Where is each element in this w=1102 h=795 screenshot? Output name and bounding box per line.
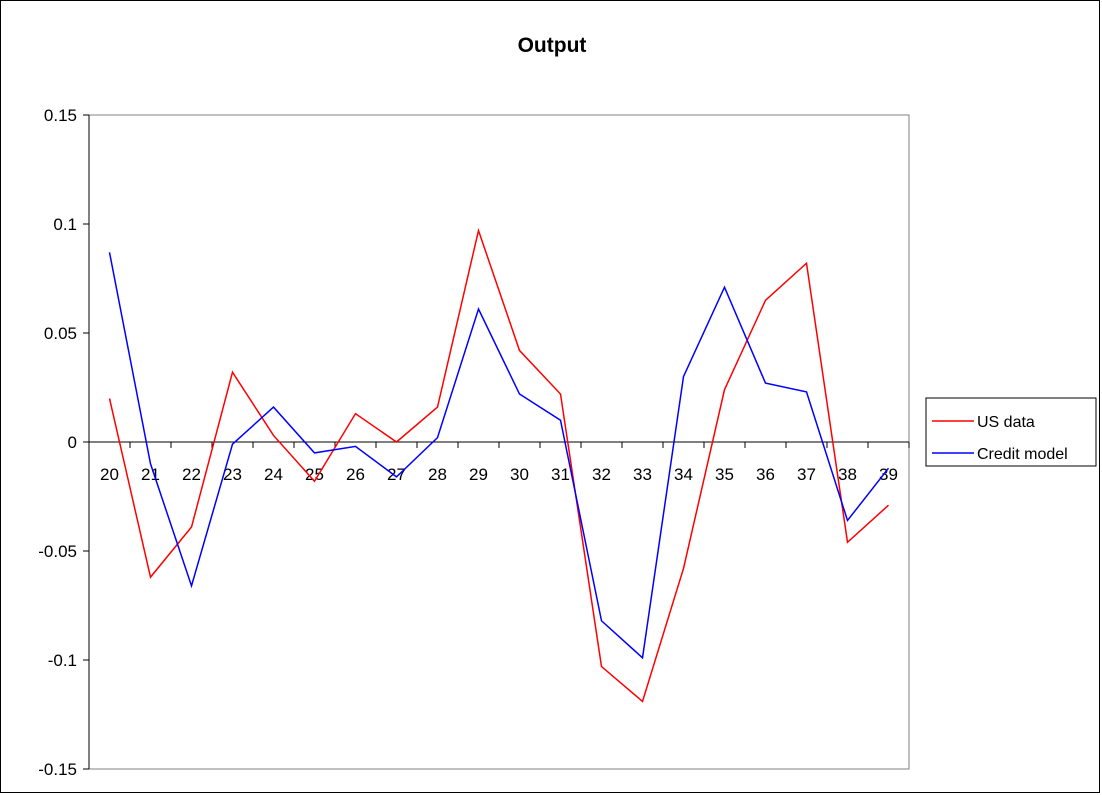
x-tick-label: 29 <box>469 465 488 484</box>
series-line-us-data <box>108 227 890 703</box>
x-tick-label: 38 <box>838 465 857 484</box>
legend-box <box>925 397 1097 467</box>
x-tick-label: 30 <box>510 465 529 484</box>
y-tick-label: 0.15 <box>44 106 77 125</box>
y-tick-label: -0.15 <box>38 760 77 779</box>
x-tick-label: 27 <box>387 465 406 484</box>
x-tick-label: 34 <box>674 465 693 484</box>
chart-title: Output <box>518 34 587 57</box>
x-tick-label: 22 <box>182 465 201 484</box>
x-tick-label: 24 <box>264 465 283 484</box>
y-tick-label: 0 <box>68 433 77 452</box>
x-tick-label: 20 <box>100 465 119 484</box>
series-line-credit-model <box>108 252 890 660</box>
legend: US data Credit model <box>925 397 1097 467</box>
x-tick-label: 32 <box>592 465 611 484</box>
x-tick-label: 28 <box>428 465 447 484</box>
x-tick-label: 31 <box>551 465 570 484</box>
x-tick-label: 33 <box>633 465 652 484</box>
legend-label: Credit model <box>977 446 1068 463</box>
x-tick-label: 35 <box>715 465 734 484</box>
legend-label: US data <box>977 414 1035 431</box>
y-tick-label: -0.05 <box>38 542 77 561</box>
y-tick-label: 0.05 <box>44 324 77 343</box>
x-tick-label: 26 <box>346 465 365 484</box>
x-tick-label: 23 <box>223 465 242 484</box>
x-tick-label: 21 <box>141 465 160 484</box>
y-tick-label: 0.1 <box>53 215 77 234</box>
y-tick-label: -0.1 <box>48 651 77 670</box>
x-tick-label: 39 <box>879 465 898 484</box>
x-tick-label: 37 <box>797 465 816 484</box>
x-tick-label: 36 <box>756 465 775 484</box>
x-tick-label: 25 <box>305 465 324 484</box>
